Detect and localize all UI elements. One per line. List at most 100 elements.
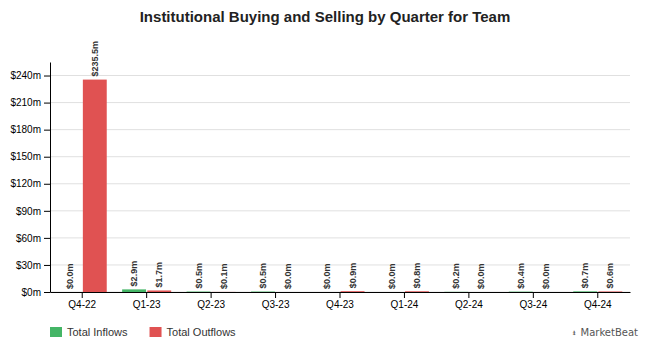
bar (58, 292, 82, 293)
tick-mark (275, 292, 276, 298)
tick: $150m (10, 151, 50, 162)
tick: Q4-22 (68, 292, 96, 310)
data-label: $0.8m (412, 263, 422, 289)
bar (212, 291, 236, 292)
tick-mark (44, 184, 50, 185)
tick: $90m (16, 206, 50, 217)
bar (187, 291, 211, 292)
data-label: $0.0m (387, 263, 397, 289)
legend-swatch (50, 327, 62, 337)
tick: Q1-24 (391, 292, 419, 310)
tick-mark (44, 238, 50, 239)
tick-label: Q1-23 (133, 299, 161, 310)
tick-mark (44, 265, 50, 266)
tick: Q2-23 (197, 292, 225, 310)
tick: Q4-23 (326, 292, 354, 310)
bar (315, 292, 339, 293)
bar (380, 292, 404, 293)
annotations: MarketBeat ⍖ (571, 327, 639, 338)
tick-label: Q4-22 (68, 299, 96, 310)
tick: $0m (22, 287, 50, 298)
data-label: $0.0m (322, 263, 332, 289)
tick-mark (44, 76, 50, 77)
legend-item: Total Outflows (150, 326, 237, 338)
tick: Q4-24 (584, 292, 612, 310)
data-labels: $0.0m$2.9m$0.5m$0.5m$0.0m$0.0m$0.2m$0.4m… (65, 41, 616, 289)
tick-label: $90m (16, 206, 41, 217)
legend-swatch (150, 327, 162, 337)
tick-label: $0m (22, 287, 41, 298)
tick-label: Q4-23 (326, 299, 354, 310)
tick: $60m (16, 233, 50, 244)
tick-label: $210m (10, 97, 41, 108)
tick: $240m (10, 70, 50, 81)
data-label: $0.5m (258, 263, 268, 289)
tick-label: Q4-24 (584, 299, 612, 310)
tick: $30m (16, 260, 50, 271)
data-label: $1.7m (154, 262, 164, 288)
series (122, 289, 597, 292)
tick: $180m (10, 124, 50, 135)
data-label: $0.4m (516, 263, 526, 289)
tick-label: Q2-24 (455, 299, 483, 310)
tick: Q3-24 (519, 292, 547, 310)
title: Institutional Buying and Selling by Quar… (140, 8, 511, 25)
tick: $120m (10, 178, 50, 189)
tick-mark (44, 211, 50, 212)
tick: Q1-23 (133, 292, 161, 310)
bar (251, 291, 275, 292)
bar (573, 291, 597, 292)
tick: Q2-24 (455, 292, 483, 310)
data-label: $0.9m (348, 263, 358, 289)
tick-label: $150m (10, 151, 41, 162)
tick-label: Q3-24 (519, 299, 547, 310)
data-label: $0.0m (541, 263, 551, 289)
bar (444, 291, 468, 292)
data-label: $2.9m (129, 261, 139, 287)
bar (83, 80, 107, 292)
tick-label: Q1-24 (391, 299, 419, 310)
tick-mark (468, 292, 469, 298)
tick-mark (533, 292, 534, 298)
plot: $0.0m$2.9m$0.5m$0.5m$0.0m$0.0m$0.2m$0.4m… (10, 41, 630, 310)
bars (83, 80, 622, 292)
grid-line (50, 75, 630, 76)
annotation: ⍖ (571, 327, 577, 338)
annotation: MarketBeat (581, 327, 639, 338)
tick-mark (44, 157, 50, 158)
tick-label: $60m (16, 233, 41, 244)
axis-line (50, 63, 51, 293)
tick-label: Q3-23 (262, 299, 290, 310)
tick-label: $180m (10, 124, 41, 135)
tick-mark (146, 292, 147, 298)
bar (534, 292, 558, 293)
data-label: $0.7m (580, 263, 590, 289)
data-label: $235.5m (90, 41, 100, 77)
data-label: $0.1m (219, 263, 229, 289)
grid-line (50, 129, 630, 130)
data-label: $0.6m (605, 263, 615, 289)
x-axis: Q4-22 Q1-23 Q2-23 Q3-23 Q4-23 Q1-24 Q2-24 Q3-24… (51, 292, 631, 310)
legend: Total Inflows Total Outflows (50, 326, 236, 338)
tick-mark (404, 292, 405, 298)
tick-mark (82, 292, 83, 298)
bar (509, 291, 533, 292)
tick-label: $30m (16, 260, 41, 271)
legend-label: Total Outflows (167, 326, 237, 338)
grid-line (50, 210, 630, 211)
grid-line (50, 156, 630, 157)
data-label: $0.0m (283, 263, 293, 289)
grid-line (50, 102, 630, 103)
tick-label: Q2-23 (197, 299, 225, 310)
bar (341, 291, 365, 292)
bar (147, 290, 171, 292)
tick-mark (44, 292, 50, 293)
data-label: $0.0m (476, 263, 486, 289)
tick-mark (340, 292, 341, 298)
bar (276, 292, 300, 293)
bar (405, 291, 429, 292)
bar (470, 292, 494, 293)
tick: Q3-23 (262, 292, 290, 310)
data-label: $0.0m (65, 263, 75, 289)
legend-item: Total Inflows (50, 326, 128, 338)
